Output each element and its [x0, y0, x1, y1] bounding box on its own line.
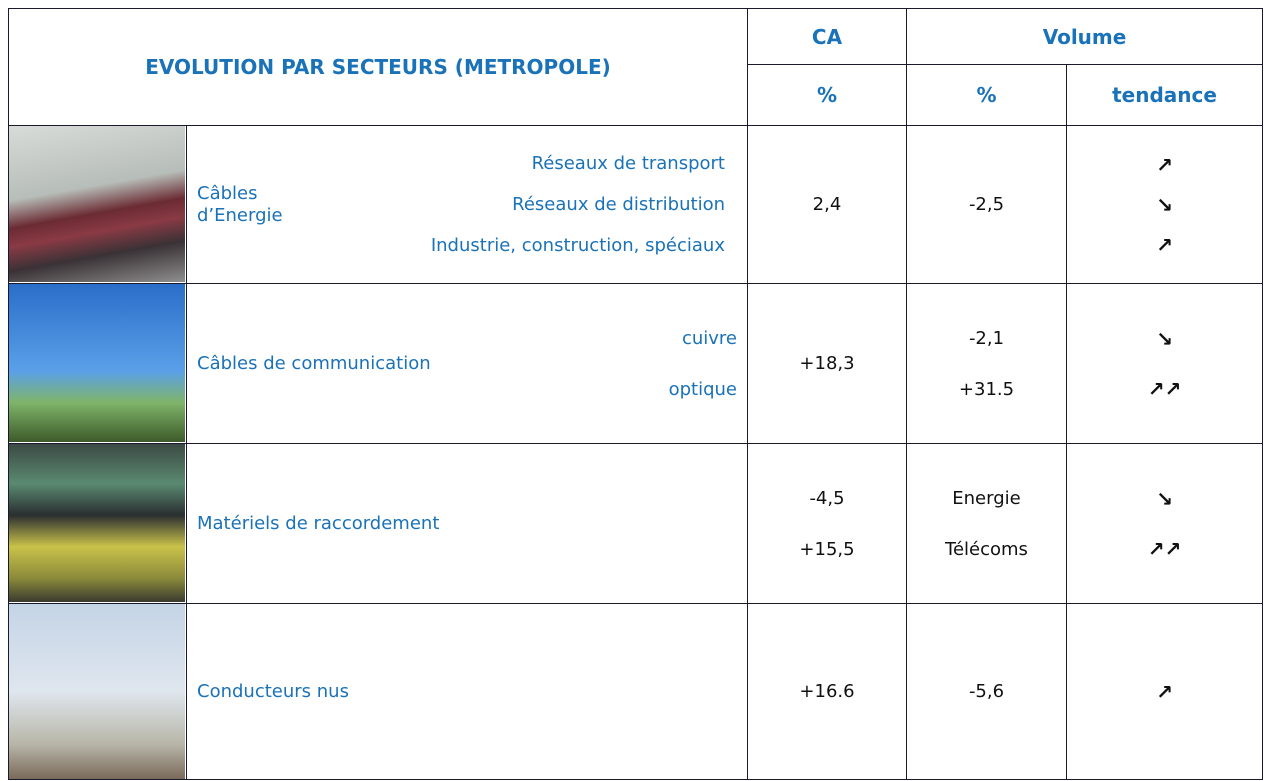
trend-cell: ↗ ↘ ↗ — [1066, 125, 1263, 284]
label-cell: Matériels de raccordement — [186, 443, 748, 604]
page: (() => { const data = JSON.parse(documen… — [0, 0, 1264, 781]
header-title: EVOLUTION PAR SECTEURS (METROPOLE) — [145, 55, 611, 79]
row-label: Matériels de raccordement — [197, 513, 597, 535]
ca-value: +16.6 — [799, 681, 854, 702]
trend-cell: ↗ — [1066, 603, 1263, 780]
trend-cell: ↘ ↗↗ — [1066, 283, 1263, 444]
trend-arrow: ↘ — [1156, 327, 1173, 351]
row-item: Industrie, construction, spéciaux — [431, 235, 725, 256]
trend-cell: ↘ ↗↗ — [1066, 443, 1263, 604]
header-volume-cell: Volume — [906, 8, 1263, 65]
ca-value: +18,3 — [799, 353, 854, 374]
item-list: cuivre optique — [669, 284, 737, 443]
ca-value: +15,5 — [799, 539, 854, 560]
volume-cell: Energie Télécoms — [906, 443, 1067, 604]
ca-cell: +16.6 — [747, 603, 907, 780]
label-cell: Conducteurs nus — [186, 603, 748, 780]
item-list: Réseaux de transport Réseaux de distribut… — [431, 126, 725, 283]
ca-cell: 2,4 — [747, 125, 907, 284]
row-item: Réseaux de transport — [532, 153, 725, 174]
image-cell — [8, 283, 187, 444]
trend-arrow: ↗ — [1156, 233, 1173, 257]
row-label: Câbles d’Energie — [197, 183, 327, 227]
row-label: Conducteurs nus — [197, 681, 597, 703]
volume-value: Energie — [952, 488, 1020, 509]
header-trend-cell: tendance — [1066, 64, 1263, 126]
ca-cell: -4,5 +15,5 — [747, 443, 907, 604]
row-item: Réseaux de distribution — [512, 194, 725, 215]
header-ca-unit: % — [817, 83, 837, 107]
volume-value: +31.5 — [959, 379, 1014, 400]
header-ca: CA — [812, 25, 842, 49]
header-volume-unit: % — [976, 83, 996, 107]
row-label: Câbles de communication — [197, 353, 597, 375]
trend-arrow: ↗ — [1156, 153, 1173, 177]
image-cell — [8, 603, 187, 780]
volume-cell: -2,1 +31.5 — [906, 283, 1067, 444]
header-ca-cell: CA — [747, 8, 907, 65]
header-ca-unit-cell: % — [747, 64, 907, 126]
trend-arrow: ↘ — [1156, 193, 1173, 217]
trend-arrow: ↗ — [1156, 680, 1173, 704]
volume-value: -2,1 — [969, 328, 1004, 349]
ca-cell: +18,3 — [747, 283, 907, 444]
row-item: cuivre — [682, 328, 737, 349]
image-cell — [8, 125, 187, 284]
volume-value: -5,6 — [969, 681, 1004, 702]
trend-arrow: ↗↗ — [1148, 377, 1182, 401]
row-item: optique — [669, 379, 737, 400]
image-cell — [8, 443, 187, 604]
ca-value: 2,4 — [813, 194, 842, 215]
header-volume: Volume — [1043, 25, 1127, 49]
ca-value: -4,5 — [809, 488, 844, 509]
header-trend: tendance — [1112, 83, 1217, 107]
volume-cell: -5,6 — [906, 603, 1067, 780]
header-volume-unit-cell: % — [906, 64, 1067, 126]
trend-arrow: ↗↗ — [1148, 537, 1182, 561]
volume-value: Télécoms — [945, 539, 1028, 560]
volume-value: -2,5 — [969, 194, 1004, 215]
volume-cell: -2,5 — [906, 125, 1067, 284]
label-cell: Câbles de communication cuivre optique — [186, 283, 748, 444]
header-title-cell: EVOLUTION PAR SECTEURS (METROPOLE) — [8, 8, 748, 126]
trend-arrow: ↘ — [1156, 487, 1173, 511]
